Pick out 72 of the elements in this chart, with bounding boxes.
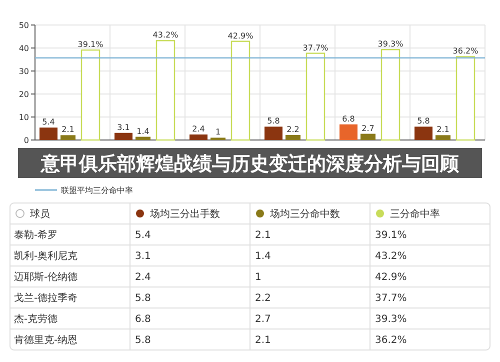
y-tick-label: 30 bbox=[18, 67, 29, 76]
legend-label: 场均三分出手数 bbox=[149, 208, 220, 220]
bar bbox=[380, 49, 400, 141]
bar bbox=[436, 135, 450, 140]
bar bbox=[114, 132, 132, 140]
data-label: 37.7% bbox=[302, 43, 329, 52]
bar bbox=[306, 52, 326, 141]
bar bbox=[136, 136, 150, 140]
bar bbox=[286, 134, 300, 140]
text: 意甲俱乐部辉煌战绩与历史变迁的深度分析与回顾 bbox=[40, 153, 460, 175]
data-label: 2.1 bbox=[62, 125, 74, 134]
data-label: 5.8 bbox=[417, 116, 430, 126]
bar bbox=[60, 135, 76, 140]
data-label: 2.2 bbox=[286, 124, 300, 134]
data-label: 3.1 bbox=[117, 122, 130, 132]
data-label: 1.4 bbox=[136, 126, 150, 136]
data-label: 2.1 bbox=[436, 125, 450, 134]
data-label: 43.2% bbox=[152, 30, 179, 40]
bar bbox=[414, 126, 432, 140]
bar bbox=[190, 134, 208, 140]
text: 2.7 bbox=[255, 314, 271, 325]
text: 5.8 bbox=[135, 335, 151, 346]
y-tick-label: 40 bbox=[18, 44, 29, 53]
text: 戈兰-德拉季奇 bbox=[14, 292, 78, 304]
bar bbox=[230, 40, 250, 141]
data-label: 5.8 bbox=[267, 116, 280, 126]
data-label: 6.8 bbox=[342, 114, 355, 124]
text: 2.2 bbox=[255, 293, 271, 304]
bar bbox=[264, 126, 282, 140]
data-label: 36.2% bbox=[452, 46, 479, 56]
y-tick-label: 20 bbox=[18, 90, 29, 99]
y-tick-label: 0 bbox=[24, 136, 29, 145]
y-tick-label: 10 bbox=[18, 113, 29, 122]
plot: 0 10 20 30 40 50 5.4 3.1 2.4 5.8 6.8 5.8 2.1 1.4 1 2.2 2.7 2.1 39.1% 43.2% 42.9% 37.7% 39.3% 36.2% bbox=[18, 21, 486, 145]
text: 迈耶斯-伦纳德 bbox=[14, 271, 78, 283]
text: 1.4 bbox=[255, 251, 271, 262]
text: 42.9% bbox=[375, 272, 407, 283]
text: 1 bbox=[255, 272, 262, 283]
text: 泰勒-希罗 bbox=[14, 229, 58, 241]
text: 3.1 bbox=[135, 251, 151, 262]
text: 37.7% bbox=[375, 293, 407, 304]
data-label: 39.3% bbox=[378, 40, 404, 49]
text: 5.8 bbox=[135, 293, 151, 304]
data-label: 42.9% bbox=[228, 31, 254, 40]
text: 2.1 bbox=[255, 335, 271, 346]
bar bbox=[40, 128, 58, 140]
legend-label: 三分命中率 bbox=[390, 208, 440, 220]
text: 凯利-奥利尼克 bbox=[14, 250, 78, 262]
legend-label: 联盟平均三分命中率 bbox=[61, 186, 133, 195]
bar bbox=[360, 134, 376, 140]
text: 杰-克劳德 bbox=[14, 313, 58, 325]
text: 5.4 bbox=[135, 230, 151, 241]
text: 肯德里克-纳恩 bbox=[14, 334, 78, 346]
text: 36.2% bbox=[375, 335, 407, 346]
text: 2.4 bbox=[135, 272, 151, 283]
bar bbox=[80, 49, 100, 141]
data-label: 39.1% bbox=[78, 40, 104, 50]
data-label: 2.4 bbox=[192, 124, 205, 134]
data-label: 5.4 bbox=[42, 118, 55, 127]
bar bbox=[156, 40, 176, 141]
legend-label: 场均三分命中数 bbox=[269, 208, 340, 220]
text: 39.3% bbox=[375, 314, 407, 325]
data-label: 2.7 bbox=[362, 124, 374, 133]
text: 39.1% bbox=[375, 230, 407, 241]
bar bbox=[456, 56, 476, 141]
y-tick-label: 50 bbox=[18, 21, 29, 30]
bar bbox=[340, 124, 358, 140]
text: 6.8 bbox=[135, 314, 151, 325]
text: 2.1 bbox=[255, 230, 271, 241]
text: 43.2% bbox=[375, 251, 407, 262]
text: 球员 bbox=[30, 208, 50, 220]
data-label: 1 bbox=[215, 128, 221, 137]
